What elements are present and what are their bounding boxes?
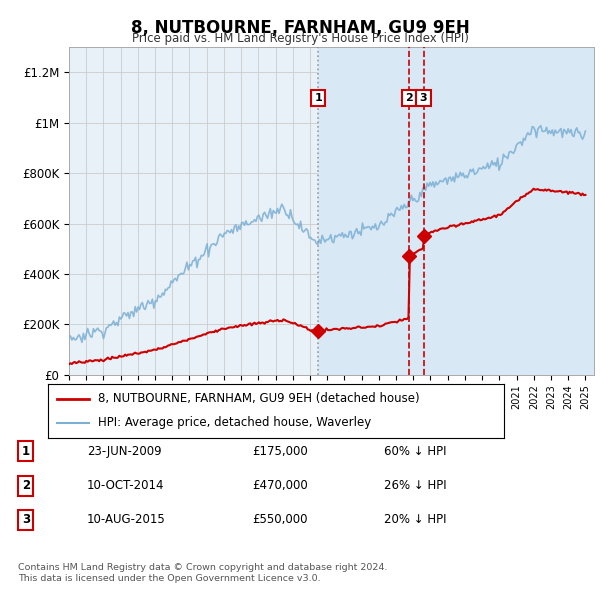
Text: 8, NUTBOURNE, FARNHAM, GU9 9EH (detached house): 8, NUTBOURNE, FARNHAM, GU9 9EH (detached… — [98, 392, 420, 405]
Text: 2: 2 — [22, 479, 30, 492]
Text: Contains HM Land Registry data © Crown copyright and database right 2024.
This d: Contains HM Land Registry data © Crown c… — [18, 563, 388, 583]
Text: Price paid vs. HM Land Registry's House Price Index (HPI): Price paid vs. HM Land Registry's House … — [131, 32, 469, 45]
Bar — [318, 47, 594, 375]
Text: £550,000: £550,000 — [252, 513, 308, 526]
Text: 1: 1 — [314, 93, 322, 103]
Text: £470,000: £470,000 — [252, 479, 308, 492]
Text: 3: 3 — [22, 513, 30, 526]
Text: 10-OCT-2014: 10-OCT-2014 — [87, 479, 164, 492]
Text: 23-JUN-2009: 23-JUN-2009 — [87, 445, 161, 458]
Text: 20% ↓ HPI: 20% ↓ HPI — [384, 513, 446, 526]
Text: 2: 2 — [406, 93, 413, 103]
Text: 8, NUTBOURNE, FARNHAM, GU9 9EH: 8, NUTBOURNE, FARNHAM, GU9 9EH — [131, 19, 469, 37]
Text: 60% ↓ HPI: 60% ↓ HPI — [384, 445, 446, 458]
Text: 10-AUG-2015: 10-AUG-2015 — [87, 513, 166, 526]
Text: HPI: Average price, detached house, Waverley: HPI: Average price, detached house, Wave… — [98, 416, 371, 429]
Text: £175,000: £175,000 — [252, 445, 308, 458]
Text: 26% ↓ HPI: 26% ↓ HPI — [384, 479, 446, 492]
Text: 3: 3 — [420, 93, 427, 103]
Text: 1: 1 — [22, 445, 30, 458]
